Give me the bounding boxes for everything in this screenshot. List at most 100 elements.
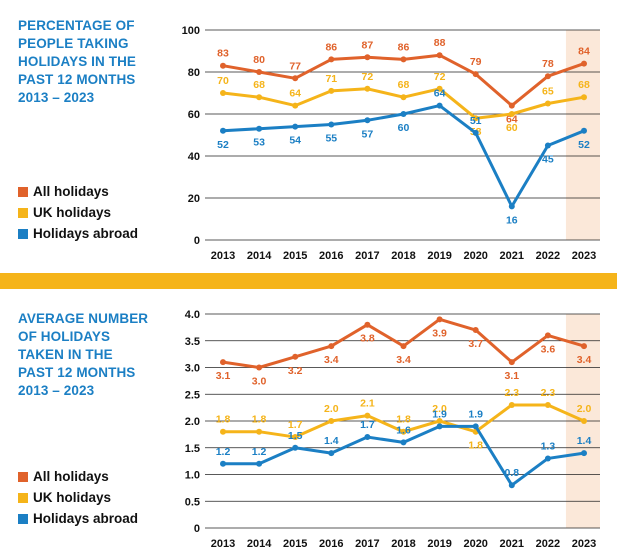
- x-tick-label: 2018: [391, 538, 415, 550]
- data-label-abroad: 45: [542, 154, 554, 166]
- data-label-uk: 2.0: [432, 403, 447, 415]
- data-point-all: [292, 75, 299, 82]
- data-point-all: [328, 343, 335, 350]
- data-label-abroad: 1.5: [288, 430, 303, 442]
- data-label-all: 3.4: [396, 354, 411, 366]
- data-label-abroad: 60: [398, 122, 410, 134]
- data-point-abroad: [256, 125, 263, 132]
- x-tick-label: 2021: [500, 250, 524, 262]
- data-label-all: 3.4: [577, 354, 592, 366]
- data-label-all: 86: [398, 41, 410, 53]
- data-label-uk: 1.8: [468, 440, 483, 452]
- data-point-uk: [220, 90, 226, 96]
- x-tick-label: 2019: [427, 538, 451, 550]
- data-label-all: 83: [217, 48, 229, 60]
- data-point-all: [400, 56, 407, 63]
- data-point-uk: [581, 94, 587, 101]
- data-label-abroad: 1.4: [577, 435, 592, 447]
- data-label-abroad: 54: [289, 135, 301, 147]
- holidays-abroad-swatch: [18, 513, 28, 524]
- data-point-abroad: [364, 434, 371, 441]
- data-point-all: [544, 73, 551, 80]
- data-point-uk: [292, 102, 299, 109]
- legend-item-all-holidays: All holidays: [18, 181, 138, 202]
- data-point-uk: [328, 87, 335, 94]
- y-tick-label: 60: [188, 109, 200, 121]
- data-point-uk: [544, 100, 551, 107]
- data-label-uk: 72: [362, 71, 374, 83]
- legend-label: All holidays: [33, 469, 109, 484]
- data-label-all: 3.8: [360, 333, 375, 345]
- data-label-abroad: 1.7: [360, 419, 375, 431]
- data-point-abroad: [436, 102, 443, 109]
- data-point-all: [364, 321, 371, 328]
- data-point-uk: [436, 418, 443, 424]
- data-point-abroad: [581, 450, 587, 457]
- data-label-all: 88: [434, 37, 446, 49]
- data-point-abroad: [328, 121, 335, 128]
- y-tick-label: 4.0: [185, 309, 200, 321]
- data-point-all: [220, 62, 226, 69]
- data-label-uk: 71: [325, 73, 337, 85]
- data-point-uk: [472, 115, 479, 122]
- data-label-abroad: 57: [362, 128, 374, 140]
- chart1-legend: All holidays UK holidays Holidays abroad: [18, 181, 138, 244]
- legend-label: UK holidays: [33, 490, 112, 505]
- data-label-all: 79: [470, 56, 482, 68]
- data-label-all: 84: [578, 46, 590, 58]
- data-label-all: 3.0: [252, 376, 267, 388]
- data-label-abroad: 55: [325, 133, 337, 145]
- chart1-title: PERCENTAGE OF PEOPLE TAKING HOLIDAYS IN …: [18, 18, 137, 105]
- section-divider: [0, 273, 617, 289]
- data-point-abroad: [508, 203, 515, 210]
- data-point-uk: [256, 428, 263, 435]
- data-point-abroad: [292, 444, 299, 451]
- data-label-uk: 2.0: [577, 403, 592, 415]
- data-point-all: [581, 60, 587, 67]
- uk-holidays-swatch: [18, 207, 28, 218]
- data-label-abroad: 64: [434, 88, 446, 100]
- x-tick-label: 2013: [211, 538, 235, 550]
- data-point-all: [256, 364, 263, 371]
- data-point-abroad: [400, 439, 407, 446]
- x-tick-label: 2014: [247, 538, 272, 550]
- y-tick-label: 0.5: [185, 496, 200, 508]
- data-label-all: 3.1: [504, 370, 519, 382]
- data-point-abroad: [544, 455, 551, 462]
- data-point-all: [256, 69, 263, 75]
- data-label-uk: 2.3: [541, 387, 556, 399]
- x-tick-label: 2022: [536, 538, 560, 550]
- all-holidays-swatch: [18, 186, 28, 197]
- data-label-abroad: 52: [217, 139, 229, 151]
- data-label-all: 3.4: [324, 354, 339, 366]
- y-tick-label: 2.5: [185, 389, 200, 401]
- data-point-uk: [256, 94, 263, 101]
- x-tick-label: 2020: [463, 538, 487, 550]
- data-label-abroad: 1.2: [216, 446, 231, 458]
- uk-holidays-swatch: [18, 492, 28, 503]
- data-point-uk: [292, 434, 299, 441]
- data-label-uk: 1.7: [288, 419, 303, 431]
- data-point-all: [508, 359, 515, 366]
- y-tick-label: 100: [182, 25, 200, 37]
- data-point-uk: [508, 401, 515, 408]
- data-point-all: [328, 56, 335, 63]
- legend-label: All holidays: [33, 184, 109, 199]
- legend-item-holidays-abroad: Holidays abroad: [18, 508, 138, 529]
- data-point-abroad: [292, 123, 299, 130]
- x-tick-label: 2016: [319, 538, 343, 550]
- data-point-uk: [581, 418, 587, 424]
- y-tick-label: 80: [188, 67, 200, 79]
- x-tick-label: 2021: [500, 538, 524, 550]
- y-tick-label: 1.0: [185, 470, 200, 482]
- data-point-all: [436, 316, 443, 323]
- data-point-all: [472, 71, 479, 78]
- data-point-all: [508, 102, 515, 109]
- chart2-legend: All holidays UK holidays Holidays abroad: [18, 466, 138, 529]
- data-label-abroad: 1.6: [396, 424, 411, 436]
- data-label-uk: 72: [434, 71, 446, 83]
- data-point-all: [220, 359, 226, 366]
- data-label-abroad: 53: [253, 137, 265, 149]
- y-tick-label: 3.0: [185, 363, 200, 375]
- data-point-uk: [328, 418, 335, 424]
